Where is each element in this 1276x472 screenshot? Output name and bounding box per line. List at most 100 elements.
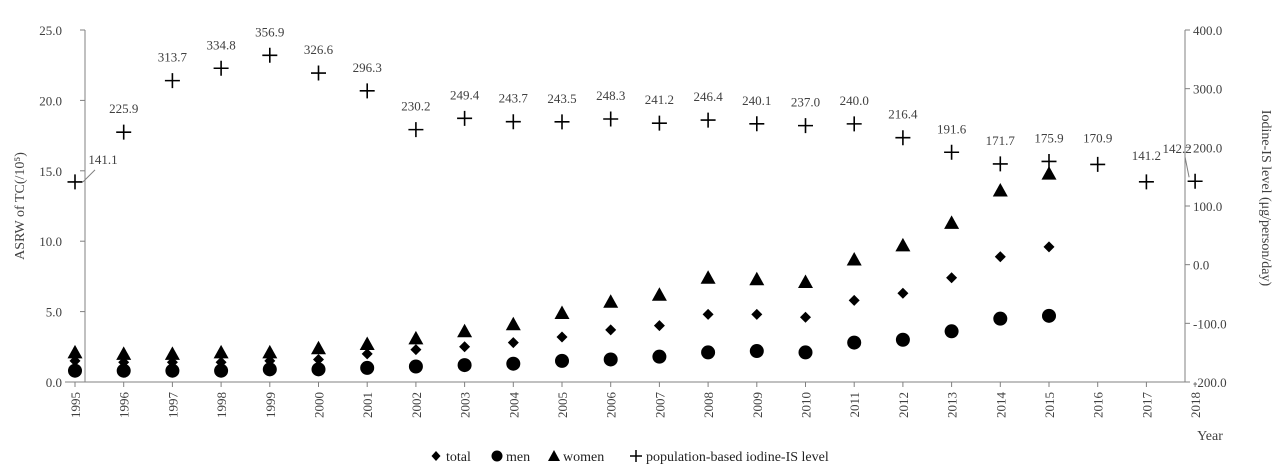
x-tick-label: 2005 xyxy=(555,392,570,418)
leader-line xyxy=(82,169,96,183)
women-point xyxy=(603,294,619,308)
men-point xyxy=(944,324,959,339)
x-tick-label: 2015 xyxy=(1042,392,1057,418)
left-tick-label: 0.0 xyxy=(46,375,62,390)
x-tick-label: 1996 xyxy=(117,392,132,419)
iodine-data-label: 246.4 xyxy=(693,89,723,104)
population-based-iodine-is-level-point xyxy=(554,114,570,130)
women-point xyxy=(311,340,326,355)
women-point xyxy=(1041,166,1057,180)
left-tick-label: 15.0 xyxy=(39,164,62,179)
legend-plus-icon xyxy=(630,450,642,462)
total-point xyxy=(361,348,373,360)
men-point xyxy=(408,359,423,374)
men-point xyxy=(116,363,131,378)
left-tick-label: 10.0 xyxy=(39,234,62,249)
iodine-data-label: 142.2 xyxy=(1162,141,1191,156)
men-point xyxy=(895,332,910,347)
iodine-data-label: 356.9 xyxy=(255,24,284,39)
women-point xyxy=(213,344,229,359)
x-tick-label: 2016 xyxy=(1091,392,1106,419)
population-based-iodine-is-level-point xyxy=(846,116,862,132)
right-tick-label: 400.0 xyxy=(1193,23,1222,38)
x-tick-label: 1997 xyxy=(165,392,180,419)
iodine-data-label: 243.5 xyxy=(547,91,576,106)
population-based-iodine-is-level-point xyxy=(262,47,278,63)
x-tick-label: 2006 xyxy=(604,392,619,419)
x-tick-label: 2017 xyxy=(1139,392,1154,419)
men-point xyxy=(749,344,764,359)
iodine-data-label: 326.6 xyxy=(304,42,334,57)
leader-line xyxy=(1184,157,1190,178)
legend-label: population-based iodine-IS level xyxy=(646,450,829,465)
population-based-iodine-is-level-point xyxy=(798,118,813,134)
total-point xyxy=(313,353,324,365)
iodine-data-label: 175.9 xyxy=(1034,130,1063,145)
men-point xyxy=(214,363,229,378)
total-point xyxy=(702,308,714,320)
women-point xyxy=(67,344,83,359)
women-point xyxy=(895,237,911,252)
legend-label: men xyxy=(506,450,530,465)
iodine-data-label: 243.7 xyxy=(499,91,529,106)
men-point xyxy=(311,362,326,377)
right-tick-label: 100.0 xyxy=(1193,199,1222,214)
women-point xyxy=(749,271,765,286)
left-tick-label: 25.0 xyxy=(39,23,62,38)
population-based-iodine-is-level-point xyxy=(457,110,473,126)
population-based-iodine-is-level-point xyxy=(895,130,911,146)
population-based-iodine-is-level-point xyxy=(359,83,375,99)
men-point xyxy=(457,358,472,373)
men-point xyxy=(603,352,618,367)
y-axis-title-left: ASRW of TC(/10⁵) xyxy=(13,152,28,260)
population-based-iodine-is-level-point xyxy=(992,156,1008,172)
women-point xyxy=(651,287,667,301)
x-tick-label: 2009 xyxy=(750,392,765,418)
x-tick-label: 2010 xyxy=(799,392,814,418)
men-point xyxy=(165,363,180,378)
x-axis-title: Year xyxy=(1197,429,1223,444)
iodine-data-label: 249.4 xyxy=(450,87,480,102)
x-tick-label: 2000 xyxy=(312,392,327,418)
iodine-data-label: 248.3 xyxy=(596,88,625,103)
iodine-data-label: 171.7 xyxy=(986,133,1016,148)
women-point xyxy=(846,252,862,266)
total-point xyxy=(946,272,958,284)
x-tick-label: 2012 xyxy=(896,392,911,418)
women-point xyxy=(798,274,813,289)
x-tick-label: 2014 xyxy=(993,392,1008,419)
total-point xyxy=(605,324,617,336)
x-tick-label: 1998 xyxy=(214,392,229,418)
population-based-iodine-is-level-point xyxy=(408,122,424,138)
right-tick-label: -100.0 xyxy=(1193,316,1227,331)
iodine-data-label: 240.1 xyxy=(742,93,771,108)
total-point xyxy=(800,311,811,323)
legend-circle-icon xyxy=(491,450,503,462)
iodine-data-label: 240.0 xyxy=(840,93,869,108)
iodine-data-label: 334.8 xyxy=(206,37,235,52)
population-based-iodine-is-level-point xyxy=(1187,173,1203,189)
women-point xyxy=(554,305,570,320)
total-point xyxy=(994,251,1006,263)
population-based-iodine-is-level-point xyxy=(603,111,619,127)
x-tick-label: 2001 xyxy=(360,392,375,418)
legend-label: total xyxy=(446,450,471,465)
total-point xyxy=(1043,241,1055,253)
population-based-iodine-is-level-point xyxy=(1138,174,1154,190)
x-tick-label: 1995 xyxy=(68,392,83,418)
iodine-data-label: 170.9 xyxy=(1083,130,1112,145)
population-based-iodine-is-level-point xyxy=(651,115,667,131)
right-tick-label: 200.0 xyxy=(1193,140,1222,155)
men-point xyxy=(847,335,862,350)
total-point xyxy=(653,320,665,332)
population-based-iodine-is-level-point xyxy=(1090,156,1106,172)
population-based-iodine-is-level-point xyxy=(944,144,960,160)
x-tick-label: 2007 xyxy=(652,392,667,419)
x-tick-label: 2008 xyxy=(701,392,716,418)
men-point xyxy=(360,360,375,375)
iodine-data-label: 216.4 xyxy=(888,107,918,122)
population-based-iodine-is-level-point xyxy=(164,73,180,89)
left-tick-label: 20.0 xyxy=(39,93,62,108)
legend-diamond-icon xyxy=(431,451,441,461)
